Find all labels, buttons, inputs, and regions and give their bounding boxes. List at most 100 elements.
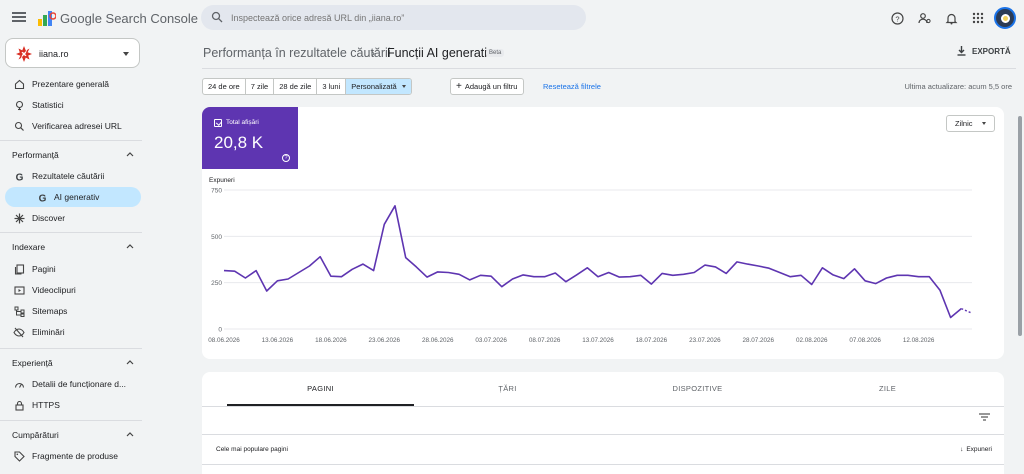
sidebar-item-pages[interactable]: Pagini — [0, 259, 142, 279]
main-menu-icon[interactable] — [12, 10, 26, 24]
impressions-series-line — [223, 205, 962, 319]
export-label: EXPORTĂ — [972, 46, 1011, 56]
add-filter-button[interactable]: + Adaugă un filtru — [450, 78, 525, 95]
video-icon — [13, 284, 25, 296]
sidebar-item-search-results[interactable]: G Rezultatele căutării — [0, 166, 142, 186]
header-divider — [202, 68, 1024, 69]
x-tick-label: 23.06.2026 — [369, 337, 401, 344]
granularity-select[interactable]: Zilnic — [946, 115, 995, 132]
property-logo-icon — [16, 46, 32, 62]
help-icon[interactable]: ? — [885, 6, 909, 30]
tab-devices[interactable]: DISPOZITIVE — [672, 384, 723, 393]
tab-pages[interactable]: PAGINI — [307, 384, 334, 393]
removals-icon — [13, 326, 25, 338]
x-tick-label: 28.07.2026 — [743, 337, 775, 344]
reset-filters-link[interactable]: Resetează filtrele — [543, 82, 601, 91]
sidebar-item-https[interactable]: HTTPS — [0, 395, 142, 415]
arrow-down-icon: ↓ — [960, 446, 964, 453]
sidebar-item-generative-ai[interactable]: G AI generativ — [5, 187, 141, 207]
sidebar-item-videos[interactable]: Videoclipuri — [0, 280, 142, 300]
x-tick-label: 03.07.2026 — [475, 337, 507, 344]
export-button[interactable]: EXPORTĂ — [957, 46, 1011, 56]
performance-chart-card: Total afișări 20,8 K ? Zilnic Expuneri 75… — [202, 107, 1004, 359]
checkbox-checked-icon — [214, 119, 222, 127]
sidebar-item-core-web-vitals[interactable]: Detalii de funcționare d... — [0, 374, 142, 394]
tab-days[interactable]: ZILE — [878, 384, 897, 393]
y-tick-label: 0 — [218, 327, 222, 334]
metric-label: Total afișări — [226, 119, 259, 126]
section-indexing[interactable]: Indexare — [0, 237, 142, 257]
sidebar-divider — [0, 140, 142, 141]
sidebar-item-label: Rezultatele căutării — [32, 171, 105, 181]
app-brand: Google Search Console — [60, 11, 199, 26]
search-icon — [211, 11, 223, 23]
active-tab-indicator — [227, 404, 414, 406]
range-custom-chip[interactable]: Personalizată — [346, 79, 411, 94]
sidebar-item-overview[interactable]: Prezentare generală — [0, 74, 142, 94]
discover-icon — [13, 212, 25, 224]
apps-grid-icon[interactable] — [966, 6, 990, 30]
sidebar-item-label: Discover — [32, 213, 66, 223]
range-7d-chip[interactable]: 7 zile — [246, 79, 275, 94]
sidebar-item-label: Verificarea adresei URL — [32, 121, 122, 131]
scrollbar-thumb[interactable] — [1018, 116, 1022, 336]
tab-countries[interactable]: ȚĂRI — [498, 384, 517, 393]
total-impressions-metric[interactable]: Total afișări 20,8 K ? — [202, 107, 298, 169]
url-inspect-search[interactable] — [201, 5, 586, 30]
sidebar-item-label: Sitemaps — [32, 306, 68, 316]
tab-divider — [202, 406, 1004, 407]
section-experience[interactable]: Experiență — [0, 353, 142, 373]
sidebar-item-discover[interactable]: Discover — [0, 208, 142, 228]
last-update-text: Ultima actualizare: acum 5,5 ore — [904, 82, 1012, 91]
x-tick-label: 13.06.2026 — [262, 337, 294, 344]
svg-text:G: G — [15, 172, 23, 182]
notifications-bell-icon[interactable] — [939, 6, 963, 30]
property-name: iiana.ro — [39, 49, 69, 59]
page-title: Funcții AI generativ — [387, 46, 494, 60]
chevron-up-icon — [126, 432, 134, 437]
sidebar-item-insights[interactable]: Statistici — [0, 95, 142, 115]
range-28d-chip[interactable]: 28 de zile — [274, 79, 318, 94]
y-tick-label: 500 — [211, 234, 222, 241]
search-icon — [13, 120, 25, 132]
manage-users-icon[interactable] — [912, 6, 936, 30]
page-scrollbar[interactable] — [1016, 36, 1024, 474]
section-title: Cumpărături — [12, 430, 59, 440]
section-shopping[interactable]: Cumpărături — [0, 425, 142, 445]
account-avatar[interactable] — [994, 7, 1016, 29]
pages-icon — [13, 263, 25, 275]
range-3m-chip[interactable]: 3 luni — [317, 79, 347, 94]
section-performance[interactable]: Performanță — [0, 145, 142, 165]
sidebar-divider — [0, 348, 142, 349]
svg-text:?: ? — [895, 14, 899, 23]
search-console-logo-icon — [38, 11, 56, 26]
sidebar-item-sitemaps[interactable]: Sitemaps — [0, 301, 142, 321]
sidebar-item-removals[interactable]: Eliminări — [0, 322, 142, 342]
chevron-up-icon — [126, 152, 134, 157]
home-icon — [13, 78, 25, 90]
sidebar-item-label: HTTPS — [32, 400, 60, 410]
y-axis-label: Expuneri — [209, 177, 235, 184]
sidebar-item-url-inspection[interactable]: Verificarea adresei URL — [0, 116, 142, 136]
beta-badge: Beta — [486, 49, 505, 57]
column-header-impressions[interactable]: ↓ Expuneri — [960, 446, 992, 453]
impressions-line-chart: Expuneri 750 500 250 0 08.06.2026 13.06.2026 18… — [208, 177, 973, 344]
column-header-top-pages: Cele mai populare pagini — [216, 446, 288, 453]
column-header-label: Expuneri — [966, 446, 992, 453]
breadcrumb-parent[interactable]: Performanța în rezultatele căutării — [203, 46, 391, 60]
sidebar-divider — [0, 420, 142, 421]
date-range-chips: 24 de ore 7 zile 28 de zile 3 luni Perso… — [202, 78, 412, 95]
google-g-icon: G — [13, 170, 25, 182]
gauge-icon — [13, 378, 25, 390]
sitemap-icon — [13, 305, 25, 317]
help-icon[interactable]: ? — [282, 154, 290, 162]
url-inspect-input[interactable] — [231, 9, 571, 26]
table-divider — [202, 464, 1004, 465]
x-tick-label: 07.08.2026 — [849, 337, 881, 344]
main-content: Performanța în rezultatele căutării › Fu… — [150, 36, 1024, 474]
sidebar-item-product-snippets[interactable]: Fragmente de produse — [0, 446, 142, 466]
y-tick-label: 750 — [211, 188, 222, 195]
property-selector[interactable]: iiana.ro — [5, 38, 140, 68]
range-24h-chip[interactable]: 24 de ore — [203, 79, 246, 94]
filter-rows-icon[interactable] — [979, 413, 990, 421]
